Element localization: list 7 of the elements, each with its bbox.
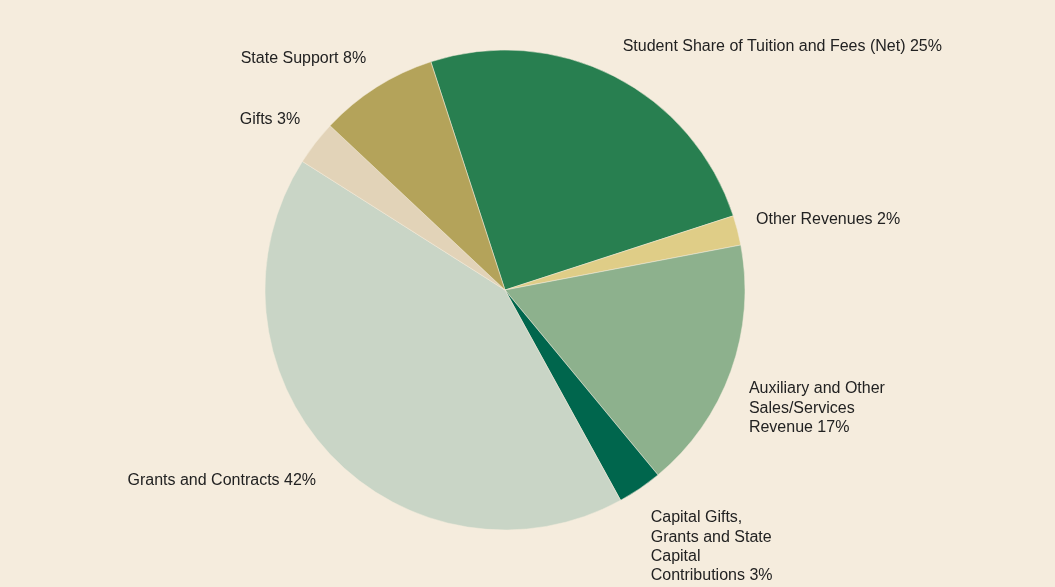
slice-label: Capital Gifts, Grants and State Capital Contributions 3% (650, 508, 773, 583)
slice-label: Grants and Contracts 42% (127, 470, 317, 488)
slice-label: State Support 8% (240, 49, 367, 67)
slice-label: Other Revenues 2% (756, 210, 901, 228)
slice-label: Gifts 3% (239, 110, 301, 128)
slice-label: Auxiliary and Other Sales/Services Revenue 17% (748, 379, 886, 435)
slice-label: Student Share of Tuition and Fees (Net) 25% (622, 36, 942, 54)
